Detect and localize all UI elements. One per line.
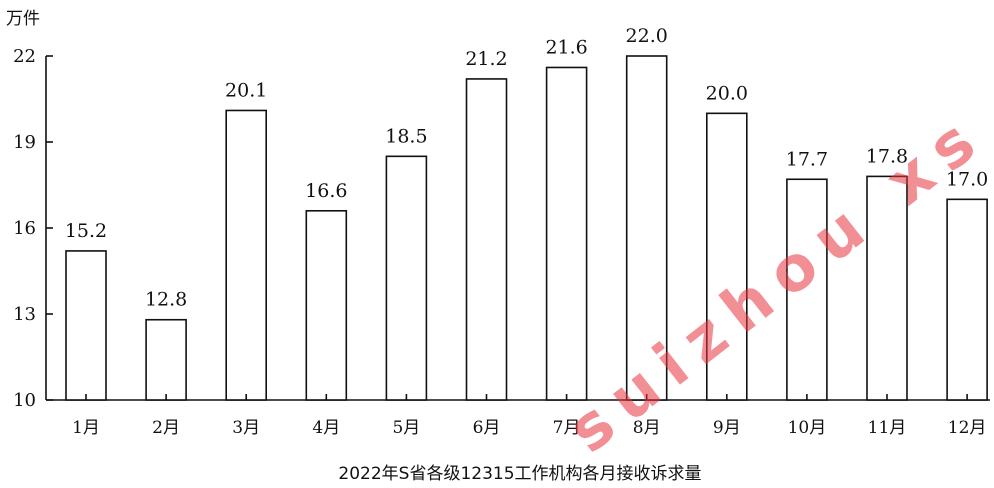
category-label: 8月 <box>633 418 661 438</box>
bar <box>65 250 107 401</box>
category-label: 1月 <box>72 418 100 438</box>
bars-group <box>65 55 988 401</box>
category-label: 11月 <box>868 418 907 438</box>
bar-value-label: 17.7 <box>786 148 828 170</box>
bar <box>866 175 908 401</box>
category-label: 3月 <box>232 418 260 438</box>
bar-value-label: 18.5 <box>385 125 427 147</box>
bar <box>946 198 988 401</box>
watermark: suizhou xs <box>554 97 994 467</box>
y-axis-unit-label: 万件 <box>6 9 40 29</box>
bar <box>705 112 748 401</box>
bar-value-label: 20.1 <box>225 79 267 101</box>
bar-value-label: 17.8 <box>866 145 908 167</box>
chart-title: 2022年S省各级12315工作机构各月接收诉求量 <box>338 464 701 484</box>
watermark-text: suizhou xs <box>554 97 994 467</box>
bar <box>465 78 508 401</box>
category-label: 9月 <box>713 418 741 438</box>
category-label: 4月 <box>312 418 340 438</box>
bar <box>225 109 267 401</box>
y-tick-label: 10 <box>13 390 36 411</box>
bar-value-label: 15.2 <box>65 220 107 242</box>
bar-value-label: 21.6 <box>545 36 587 58</box>
bar <box>305 210 348 401</box>
category-label: 10月 <box>788 418 827 438</box>
bar-value-label: 16.6 <box>305 180 347 202</box>
category-label: 2月 <box>152 418 180 438</box>
y-tick-label: 19 <box>13 132 36 153</box>
category-labels: 1月 2月 3月 4月 5月 6月 7月 8月 9月 10月 11月 12月 <box>72 418 986 438</box>
category-label: 6月 <box>473 418 501 438</box>
category-label: 12月 <box>948 418 987 438</box>
bar <box>145 318 187 401</box>
bar-value-label: 20.0 <box>706 82 748 104</box>
bar-value-label: 21.2 <box>465 48 507 70</box>
bar <box>625 55 668 401</box>
y-tick-label: 13 <box>13 304 36 325</box>
bar-value-labels: 15.2 12.8 20.1 16.6 18.5 21.2 21.6 22.0 20.0 17.7… <box>65 25 988 311</box>
category-label: 5月 <box>392 418 420 438</box>
category-label: 7月 <box>553 418 581 438</box>
y-axis-ticks: 10 13 16 19 22 <box>13 46 53 411</box>
bar <box>545 66 588 401</box>
bar-value-label: 22.0 <box>626 25 668 47</box>
y-tick-label: 16 <box>13 218 36 239</box>
bar-value-label: 17.0 <box>946 168 988 190</box>
bar <box>786 178 828 401</box>
y-tick-label: 22 <box>13 46 36 67</box>
bar <box>385 155 428 401</box>
bar-value-label: 12.8 <box>145 289 187 311</box>
